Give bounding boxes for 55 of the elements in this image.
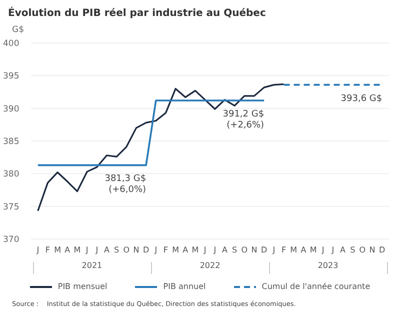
legend-label: PIB mensuel: [58, 282, 108, 291]
text: 2023: [316, 261, 340, 270]
data-label: 381,3 G$ (+6,0%): [104, 174, 146, 196]
x-tick-label: S: [232, 246, 238, 255]
data-label: 391,2 G$ (+2,6%): [222, 109, 264, 130]
x-tick-label: J: [36, 246, 40, 255]
x-tick-label: S: [114, 246, 120, 255]
y-tick-label: 395: [3, 72, 20, 82]
chart-title: Évolution du PIB réel par industrie au Québec: [8, 8, 266, 19]
legend-label: Cumul de l'année courante: [262, 282, 370, 291]
x-tick-label: J: [212, 246, 216, 255]
x-tick-label: M: [74, 246, 81, 255]
x-tick-label: M: [310, 246, 317, 255]
x-tick-label: D: [261, 246, 268, 255]
y-axis-title: G$: [12, 25, 24, 35]
x-tick-label: A: [64, 246, 71, 255]
x-tick-label: A: [340, 246, 346, 255]
x-tick-label: J: [154, 246, 158, 255]
x-tick-label: M: [192, 246, 199, 255]
text: 2022: [198, 261, 222, 270]
x-tick-label: J: [320, 246, 324, 255]
x-tick-label: O: [359, 246, 366, 255]
x-tick-label: O: [123, 246, 130, 255]
x-tick-label: J: [202, 246, 206, 255]
x-tick-label: D: [379, 246, 386, 255]
x-tick-label: M: [54, 246, 62, 255]
x-tick-label: J: [272, 246, 276, 255]
y-tick-label: 375: [3, 202, 20, 212]
x-tick-label: D: [142, 246, 150, 255]
x-tick-label: A: [222, 246, 228, 255]
x-tick-label: M: [172, 246, 180, 255]
y-tick-label: 400: [3, 39, 20, 50]
data-label: 393,6 G$: [340, 94, 382, 104]
x-tick-label: A: [182, 246, 189, 255]
x-tick-label: A: [300, 246, 307, 255]
x-tick-label: A: [104, 246, 110, 255]
y-tick-label: 390: [3, 104, 20, 114]
x-tick-label: J: [330, 246, 334, 255]
x-tick-label: J: [94, 246, 98, 255]
y-tick-label: 370: [3, 235, 20, 246]
x-tick-label: N: [369, 246, 376, 255]
y-tick-label: 380: [3, 170, 20, 180]
x-tick-label: S: [350, 246, 356, 255]
x-tick-label: N: [251, 246, 258, 255]
legend-label: PIB annuel: [163, 282, 206, 291]
x-tick-label: N: [133, 246, 140, 255]
text: 2021: [80, 261, 104, 270]
x-tick-label: F: [281, 246, 286, 255]
y-tick-label: 385: [3, 137, 20, 148]
x-tick-label: O: [241, 246, 248, 255]
x-tick-label: M: [290, 246, 298, 255]
x-tick-label: F: [45, 246, 50, 255]
line-series: [37, 83, 285, 212]
x-tick-label: J: [84, 246, 88, 255]
x-tick-label: F: [163, 246, 168, 255]
